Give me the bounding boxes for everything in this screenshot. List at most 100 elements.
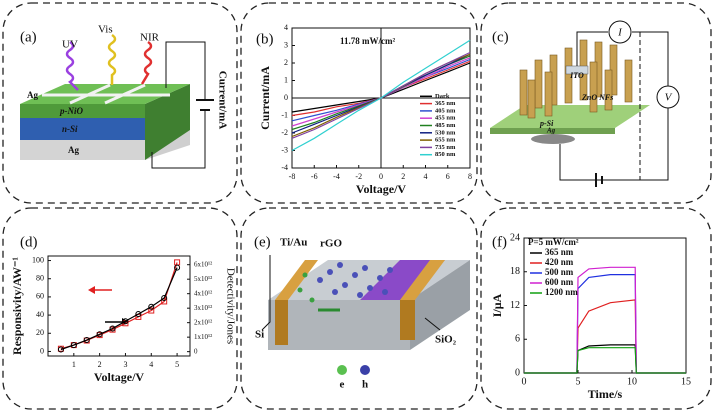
leader — [424, 317, 441, 331]
substrate-front — [268, 300, 410, 350]
x-tick-label: -6 — [311, 172, 318, 181]
y2-tick-label: 0 — [194, 347, 198, 355]
x-axis-label: Time/s — [588, 387, 623, 401]
wire — [576, 31, 608, 66]
legend-label: 600 nm — [545, 277, 574, 287]
legend-label: 735 nm — [435, 144, 456, 151]
label: Ag — [68, 145, 79, 155]
y-tick-label: 4 — [284, 23, 288, 32]
x-tick-label: 1 — [72, 360, 76, 369]
y-tick-label: 100 — [32, 255, 44, 264]
substrate-top — [490, 105, 650, 128]
x-tick-label: 5 — [175, 360, 179, 369]
panel-c: (c) ITO ZnO NFs p-Si Ag I V — [490, 20, 680, 187]
label: UV — [62, 39, 78, 51]
legend-label: 655 nm — [435, 137, 456, 144]
substrate-front — [490, 128, 615, 134]
frame — [2, 207, 238, 410]
y-tick-label: 24 — [510, 232, 520, 243]
label: rGO — [320, 238, 342, 250]
y-tick-label: -1 — [281, 110, 288, 119]
x-axis-label: Voltage/V — [356, 182, 407, 196]
panel-label: (e) — [254, 234, 271, 250]
panel-label: (a) — [20, 29, 37, 45]
legend-label: 500 nm — [545, 267, 574, 277]
label: e — [340, 379, 345, 391]
y-tick-label: 40 — [36, 310, 44, 319]
label: Ti/Au — [280, 237, 307, 249]
legend-label: 485 nm — [435, 122, 456, 129]
leader — [261, 255, 271, 331]
marker — [148, 307, 155, 314]
label: p-NiO — [59, 106, 83, 116]
contact — [531, 134, 575, 144]
y2-tick-label: 6x10¹² — [194, 260, 212, 268]
x-tick-label: 4 — [149, 360, 153, 369]
label: V — [665, 92, 673, 104]
label: Current/mA — [216, 71, 228, 130]
legend-label: 530 nm — [435, 129, 456, 136]
panel-label: (c) — [492, 29, 509, 45]
electrode — [400, 260, 445, 300]
y2-tick-label: 1x10¹² — [194, 333, 212, 341]
layer-side — [145, 84, 190, 160]
marker — [135, 310, 142, 317]
y-tick-label: 80 — [36, 274, 44, 283]
y-axis-label: I/μA — [490, 293, 504, 317]
panel-a: (a) UV Vis NIR Ag p-NiO n-Si Ag Current/… — [20, 24, 228, 169]
panel-label: (f) — [492, 234, 507, 250]
y-tick-label: -2 — [281, 128, 288, 137]
panel-label: (b) — [256, 31, 274, 47]
nir-wave — [140, 40, 153, 85]
label: I — [617, 27, 623, 39]
y-tick-label: 2 — [284, 58, 288, 67]
label: p-Si — [539, 119, 554, 128]
series-line — [60, 267, 178, 351]
frame — [240, 2, 478, 204]
marker — [83, 337, 90, 344]
legend-label: 365 nm — [545, 247, 574, 257]
series-line — [524, 299, 686, 374]
x-tick-label: 4 — [424, 172, 428, 181]
label: ZnO NFs — [581, 93, 613, 102]
legend-label: Dark — [435, 93, 450, 100]
x-tick-label: 10 — [627, 376, 637, 387]
wire — [559, 31, 669, 181]
electrode — [275, 260, 318, 300]
y2-axis-label: Detectivity/Jones — [224, 268, 236, 344]
label: Ag — [27, 90, 38, 100]
legend-label: 1200 nm — [545, 287, 578, 297]
marker — [174, 264, 181, 271]
layer — [20, 140, 145, 160]
x-axis-label: Voltage/V — [94, 370, 145, 384]
marker — [57, 346, 64, 353]
series-line — [524, 347, 686, 374]
x-tick-label: 0 — [379, 172, 383, 181]
legend-label: 420 nm — [545, 257, 574, 267]
label: Si — [255, 329, 264, 341]
frame — [2, 2, 238, 204]
marker — [161, 295, 168, 302]
x-tick-label: 2 — [98, 360, 102, 369]
series-line — [291, 39, 471, 152]
legend-title: P=5 mW/cm² — [528, 237, 579, 247]
voltmeter — [656, 85, 680, 109]
label: Vis — [98, 24, 113, 36]
y-tick-label: 0 — [40, 346, 44, 355]
y2-tick-label: 5x10¹² — [194, 275, 212, 283]
layer — [20, 104, 145, 118]
substrate-side — [410, 260, 470, 350]
label: n-Si — [62, 124, 78, 134]
legend-label: 405 nm — [435, 107, 456, 114]
ammeter — [608, 20, 632, 44]
marker — [122, 318, 129, 325]
label: h — [362, 379, 368, 391]
uv-wave — [65, 40, 79, 91]
frame — [480, 207, 712, 410]
label: NIR — [140, 32, 160, 44]
electron-key — [337, 365, 347, 375]
panel-label: (d) — [20, 234, 38, 250]
y-axis-label: Responsivity/AW⁻¹ — [10, 257, 24, 355]
